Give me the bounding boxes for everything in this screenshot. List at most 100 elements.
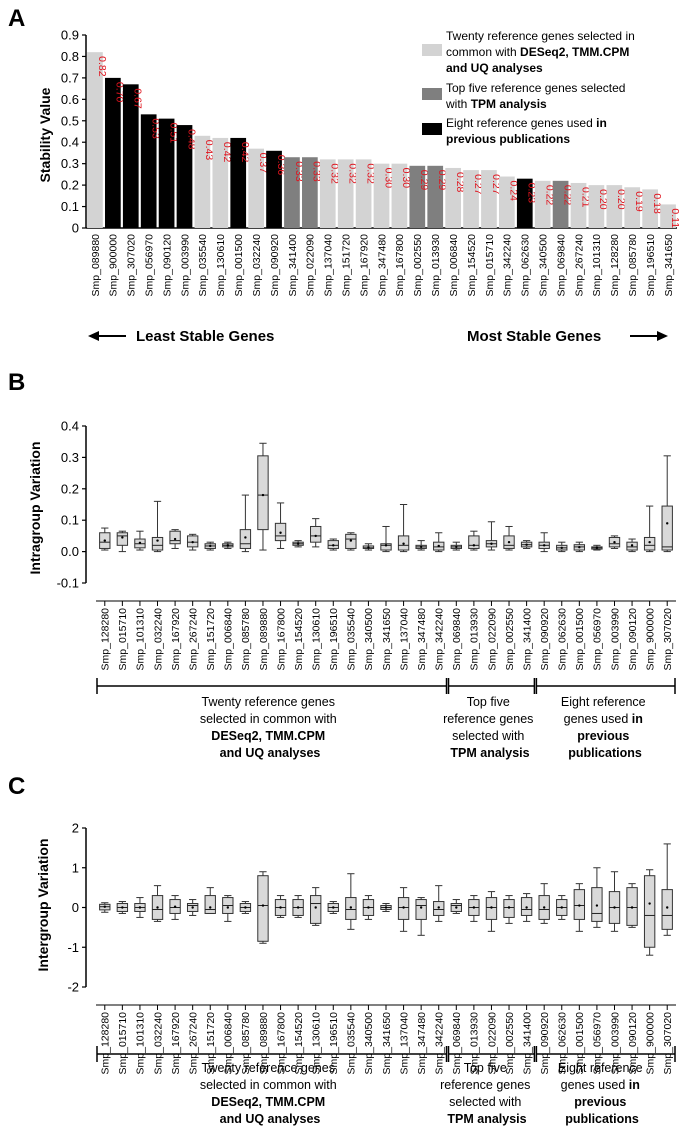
box-plot — [116, 530, 129, 553]
bar-value-label: 0.27 — [472, 174, 484, 195]
mean-marker — [279, 906, 282, 909]
box-plot — [520, 540, 533, 549]
panel-a-y-tick-label: 0.5 — [61, 113, 79, 128]
mean-marker — [648, 902, 651, 905]
panel-a-y-tick-label: 0.9 — [61, 28, 79, 43]
x-tick-label: Smp_032240 — [251, 234, 263, 297]
y-tick-label: 2 — [72, 821, 79, 836]
box — [643, 875, 656, 948]
mean-marker — [261, 493, 265, 497]
x-tick-label: Smp_340500 — [363, 608, 375, 671]
box — [116, 532, 129, 546]
bar — [499, 176, 515, 228]
bar-value-label: 0.43 — [203, 140, 215, 161]
box-plot — [99, 527, 111, 551]
mean-marker — [121, 536, 124, 539]
box — [310, 895, 322, 924]
mean-marker — [560, 546, 563, 550]
x-tick-label: Smp_015710 — [117, 1012, 129, 1075]
x-tick-label: Smp_015710 — [484, 234, 496, 297]
x-tick-label: Smp_137040 — [398, 1012, 410, 1075]
bar-value-label: 0.30 — [400, 168, 412, 189]
x-tick-label: Smp_090120 — [627, 1012, 639, 1075]
x-tick-label: Smp_001500 — [574, 608, 586, 671]
x-tick-label: Smp_196510 — [328, 1012, 340, 1075]
mean-marker — [578, 904, 581, 907]
y-tick-label: 0.0 — [61, 544, 79, 559]
x-tick-label: Smp_342240 — [434, 608, 446, 671]
bar-value-label: 0.24 — [508, 181, 520, 202]
box-plot — [204, 887, 216, 914]
mean-marker — [595, 546, 599, 550]
bar-value-label: 0.70 — [114, 82, 126, 103]
x-tick-label: Smp_151720 — [205, 608, 217, 671]
panel-b-boxes — [99, 442, 673, 553]
x-tick-label: Smp_340500 — [363, 1012, 375, 1075]
panel-a-y-tick-label: 0.4 — [61, 135, 79, 150]
x-tick-label: Smp_013930 — [469, 1012, 481, 1075]
x-tick-label: Smp_101310 — [591, 234, 603, 297]
x-tick-label: Smp_167800 — [275, 608, 287, 671]
mean-marker — [595, 904, 599, 907]
x-tick-label: Smp_167800 — [394, 234, 406, 297]
box-plot — [239, 901, 252, 914]
x-tick-label: Smp_006840 — [448, 234, 460, 297]
x-tick-label: Smp_089880 — [258, 1012, 270, 1075]
panel-b-group-brackets — [96, 678, 676, 694]
y-tick-label: -2 — [67, 980, 79, 995]
box-plot — [99, 902, 111, 913]
bar-value-label: 0.33 — [293, 161, 305, 182]
box-plot — [468, 530, 480, 551]
box-plot — [397, 504, 410, 553]
bar — [660, 204, 676, 228]
bar — [87, 52, 103, 229]
mean-marker — [419, 545, 423, 549]
bar-value-label: 0.53 — [149, 118, 161, 139]
mean-marker — [525, 906, 528, 909]
x-tick-label: Smp_137040 — [323, 234, 335, 297]
x-tick-label: Smp_196510 — [645, 234, 657, 297]
bar — [373, 163, 390, 228]
bar-value-label: 0.36 — [275, 155, 287, 176]
group-label-previous-c: Eight reference genes used in previous p… — [558, 1061, 646, 1126]
panel-a-y-tick-label: 0.1 — [61, 199, 79, 214]
bar-value-label: 0.27 — [490, 174, 502, 195]
group-label-tpm: Top five reference genes selected with T… — [443, 695, 537, 760]
panel-c-group-labels: Twenty reference genes selected in commo… — [200, 1061, 646, 1126]
box-plot — [362, 895, 375, 920]
box-plot — [433, 532, 445, 553]
most-stable-arrow — [630, 331, 668, 341]
x-tick-label: Smp_056970 — [592, 1012, 604, 1075]
box-plot — [415, 540, 427, 551]
x-tick-label: Smp_137040 — [398, 608, 410, 671]
bar-value-label: 0.32 — [329, 163, 341, 184]
x-tick-label: Smp_015710 — [117, 608, 129, 671]
mean-marker — [244, 906, 247, 909]
x-tick-label: Smp_347480 — [376, 234, 388, 297]
box-plot — [485, 891, 498, 932]
mean-marker — [384, 544, 388, 547]
legend-swatch-common — [422, 44, 442, 56]
least-stable-arrow — [88, 331, 126, 341]
x-tick-label: Smp_128280 — [609, 234, 621, 297]
x-tick-label: Smp_002550 — [504, 608, 516, 671]
bar-value-label: 0.20 — [615, 189, 627, 210]
box-plot — [643, 505, 656, 553]
bar — [212, 137, 229, 228]
x-tick-label: Smp_341650 — [663, 234, 675, 297]
mean-marker — [419, 906, 423, 909]
x-tick-label: Smp_090920 — [539, 1012, 551, 1075]
bar — [642, 189, 658, 228]
panel-a-y-tick-label: 0.7 — [61, 70, 79, 85]
box-plot — [239, 494, 252, 553]
mean-marker — [279, 531, 282, 534]
mean-marker — [507, 540, 511, 544]
bar — [516, 178, 533, 228]
x-tick-label: Smp_035540 — [197, 234, 209, 297]
box-plot — [433, 885, 445, 922]
bar-value-label: 0.82 — [96, 56, 108, 77]
box-plot — [204, 541, 216, 551]
box-plot — [608, 871, 621, 932]
box-plot — [661, 843, 673, 936]
x-tick-label: Smp_089880 — [90, 234, 102, 297]
